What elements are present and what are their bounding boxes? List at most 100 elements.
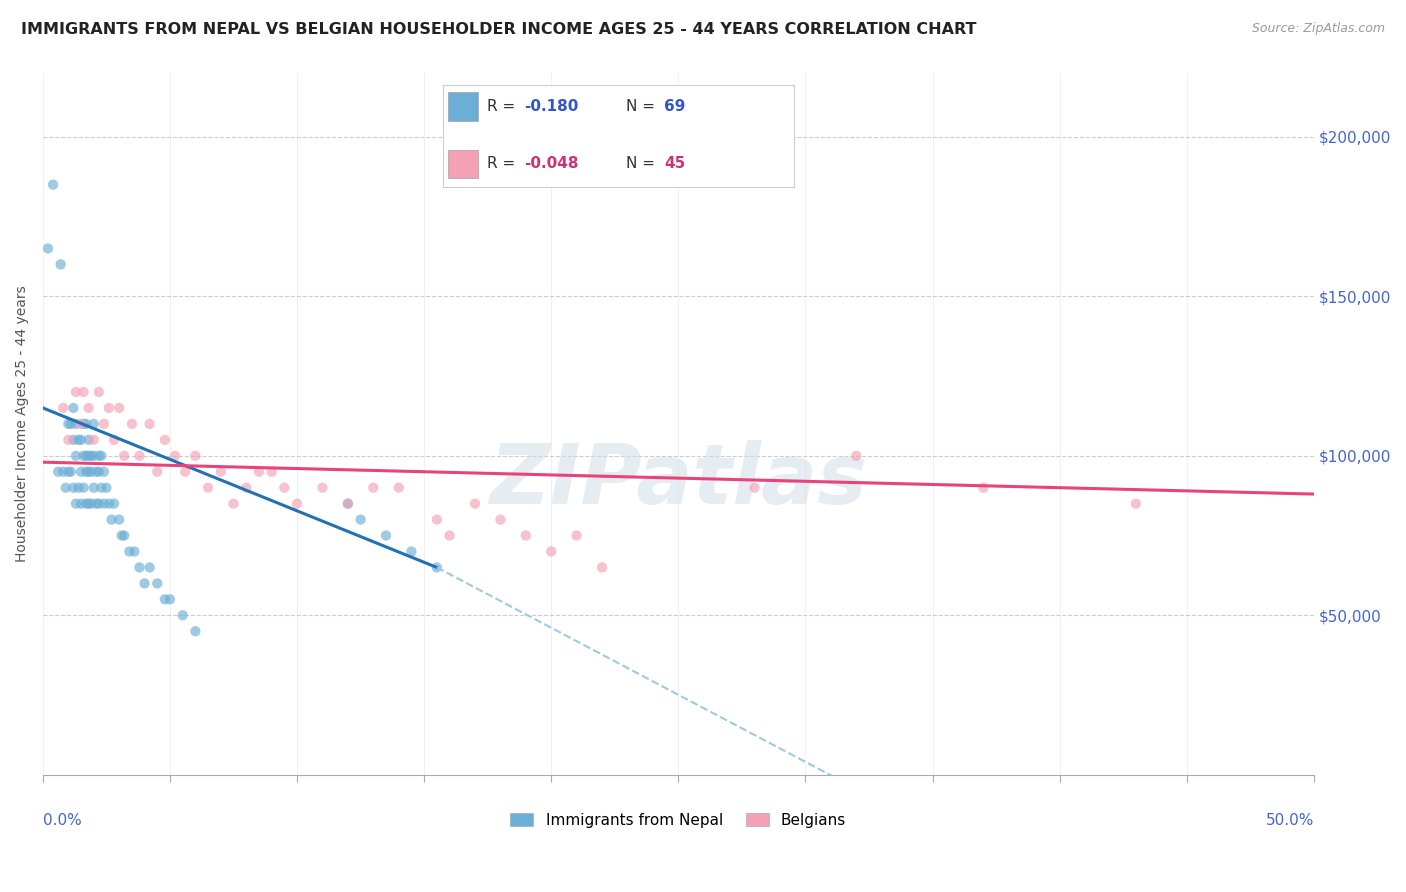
Point (363, 481, 385, 495)
Point (42, 178, 65, 192)
Point (118, 544, 141, 558)
Text: N =: N = (626, 99, 655, 114)
Point (84, 465, 107, 479)
Point (77, 401, 100, 415)
Point (247, 465, 270, 479)
Point (439, 528, 461, 542)
Point (111, 528, 134, 542)
Point (285, 497, 308, 511)
Point (37, 242, 59, 256)
Point (146, 576, 169, 591)
Point (138, 560, 160, 574)
Point (845, 449, 868, 463)
Point (77, 465, 100, 479)
Point (58, 417, 80, 431)
Text: 0.0%: 0.0% (44, 814, 82, 829)
Point (972, 481, 994, 495)
Point (103, 433, 125, 447)
Text: -0.048: -0.048 (523, 156, 578, 171)
Point (77, 449, 100, 463)
Point (52, 401, 75, 415)
Point (87, 384, 110, 399)
Point (80, 465, 103, 479)
Point (100, 512, 122, 526)
Point (121, 417, 143, 431)
Text: Source: ZipAtlas.com: Source: ZipAtlas.com (1251, 22, 1385, 36)
Y-axis label: Householder Income Ages 25 - 44 years: Householder Income Ages 25 - 44 years (15, 285, 30, 562)
Point (464, 497, 486, 511)
Text: R =: R = (486, 156, 515, 171)
Point (93, 497, 115, 511)
Point (108, 401, 131, 415)
Point (184, 624, 207, 639)
Point (260, 465, 283, 479)
Point (49, 257, 72, 271)
Text: N =: N = (626, 156, 655, 171)
Point (401, 544, 423, 558)
Text: 69: 69 (664, 99, 686, 114)
Point (311, 481, 333, 495)
Point (70, 417, 93, 431)
Point (138, 417, 160, 431)
Text: ZIPatlas: ZIPatlas (489, 440, 868, 521)
Point (128, 560, 150, 574)
Point (77, 433, 100, 447)
Point (72, 449, 94, 463)
Point (112, 449, 135, 463)
Point (75, 497, 97, 511)
Point (174, 465, 197, 479)
Text: 45: 45 (664, 156, 686, 171)
Point (83, 417, 105, 431)
Point (83, 433, 105, 447)
Point (134, 576, 156, 591)
Point (153, 433, 176, 447)
FancyBboxPatch shape (449, 150, 478, 178)
Point (515, 528, 537, 542)
Point (80, 449, 103, 463)
Point (77, 497, 100, 511)
Point (90, 481, 112, 495)
Point (112, 528, 135, 542)
Point (67, 433, 90, 447)
Point (235, 481, 257, 495)
Point (65, 417, 87, 431)
Point (62, 433, 84, 447)
Text: 50.0%: 50.0% (1265, 814, 1313, 829)
Point (75, 449, 97, 463)
Point (96, 481, 118, 495)
Point (209, 465, 232, 479)
Point (108, 512, 131, 526)
Point (90, 449, 112, 463)
Point (540, 544, 562, 558)
Point (58, 433, 80, 447)
Point (565, 528, 588, 542)
Point (197, 481, 219, 495)
Point (72, 481, 94, 495)
Point (1125, 497, 1147, 511)
Legend: Immigrants from Nepal, Belgians: Immigrants from Nepal, Belgians (505, 806, 852, 834)
Point (153, 592, 176, 607)
Point (222, 497, 245, 511)
Point (72, 384, 94, 399)
Text: R =: R = (486, 99, 515, 114)
Point (336, 497, 359, 511)
Point (59, 417, 82, 431)
Point (65, 449, 87, 463)
Point (70, 433, 93, 447)
Point (426, 512, 449, 526)
Point (349, 512, 371, 526)
Point (426, 560, 449, 574)
Point (98, 497, 121, 511)
Point (58, 465, 80, 479)
Point (80, 497, 103, 511)
Point (65, 497, 87, 511)
Point (70, 497, 93, 511)
Point (273, 481, 295, 495)
Point (93, 465, 115, 479)
Point (83, 481, 105, 495)
Point (172, 608, 194, 623)
Point (103, 497, 125, 511)
Point (72, 417, 94, 431)
Point (159, 592, 181, 607)
Point (62, 481, 84, 495)
